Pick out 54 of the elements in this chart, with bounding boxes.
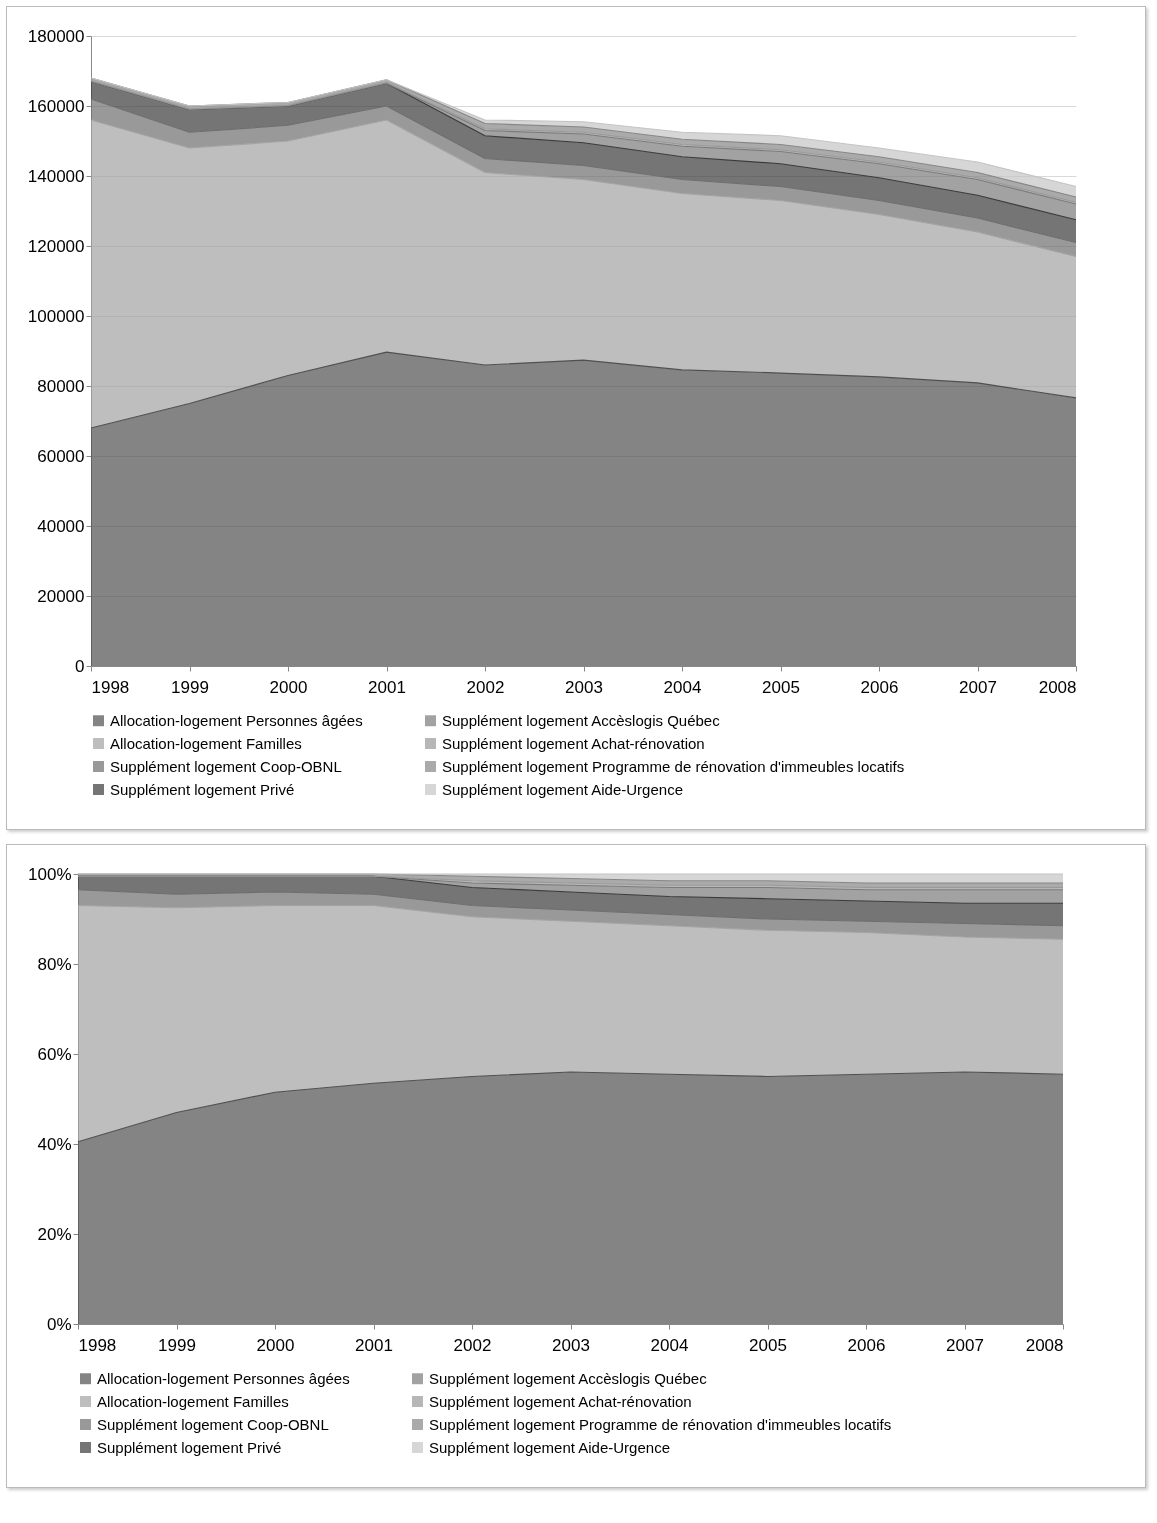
y-tick-label: 20000 bbox=[37, 586, 85, 606]
y-tick-label: 80% bbox=[37, 954, 72, 974]
legend-label: Allocation-logement Personnes âgées bbox=[110, 711, 363, 729]
legend-label: Supplément logement Coop-OBNL bbox=[110, 757, 342, 775]
legend-label: Allocation-logement Personnes âgées bbox=[97, 1369, 350, 1387]
y-tick-label: 80000 bbox=[37, 376, 85, 396]
x-tick-label: 1998 bbox=[78, 1335, 117, 1355]
x-tick-label: 2001 bbox=[368, 677, 406, 697]
legend-label: Supplément logement Aide-Urgence bbox=[442, 780, 683, 798]
x-tick-label: 1999 bbox=[158, 1335, 196, 1355]
x-tick-label: 2004 bbox=[663, 677, 702, 697]
y-tick-label: 100000 bbox=[27, 306, 85, 326]
x-tick-label: 1998 bbox=[91, 677, 130, 697]
y-tick-label: 180000 bbox=[27, 26, 85, 46]
x-tick-label: 2000 bbox=[256, 1335, 295, 1355]
legend-label: Supplément logement Achat-rénovation bbox=[429, 1392, 692, 1410]
y-tick-label: 140000 bbox=[27, 166, 85, 186]
x-tick-label: 2001 bbox=[355, 1335, 393, 1355]
legend-label: Supplément logement Privé bbox=[110, 780, 295, 798]
x-tick-label: 2006 bbox=[860, 677, 899, 697]
legend-label: Supplément logement Aide-Urgence bbox=[429, 1438, 670, 1456]
x-tick-label: 2008 bbox=[1038, 677, 1077, 697]
x-tick-label: 2002 bbox=[453, 1335, 492, 1355]
y-tick-label: 0% bbox=[46, 1314, 72, 1334]
legend-label: Supplément logement Accèslogis Québec bbox=[429, 1369, 708, 1387]
legend-label: Supplément logement Accèslogis Québec bbox=[442, 711, 721, 729]
legend-label: Supplément logement Programme de rénovation d'immeubles locatifs bbox=[442, 757, 905, 775]
y-tick-label: 40000 bbox=[37, 516, 85, 536]
x-tick-label: 2005 bbox=[762, 677, 800, 697]
legend-label: Allocation-logement Familles bbox=[97, 1392, 289, 1410]
y-tick-label: 160000 bbox=[27, 96, 85, 116]
x-tick-label: 2002 bbox=[466, 677, 505, 697]
y-tick-label: 40% bbox=[37, 1134, 72, 1154]
x-tick-label: 2007 bbox=[959, 677, 997, 697]
legend-label: Supplément logement Coop-OBNL bbox=[97, 1415, 329, 1433]
x-tick-label: 2000 bbox=[269, 677, 308, 697]
y-tick-label: 20% bbox=[37, 1224, 72, 1244]
legend-label: Supplément logement Achat-rénovation bbox=[442, 734, 705, 752]
x-tick-label: 2006 bbox=[847, 1335, 886, 1355]
x-tick-label: 2005 bbox=[749, 1335, 787, 1355]
x-tick-label: 2003 bbox=[565, 677, 603, 697]
y-tick-label: 120000 bbox=[27, 236, 85, 256]
x-tick-label: 2004 bbox=[650, 1335, 689, 1355]
legend-label: Supplément logement Programme de rénovation d'immeubles locatifs bbox=[429, 1415, 892, 1433]
legend-label: Supplément logement Privé bbox=[97, 1438, 282, 1456]
x-tick-label: 2008 bbox=[1025, 1335, 1064, 1355]
legend-label: Allocation-logement Familles bbox=[110, 734, 302, 752]
y-tick-label: 60000 bbox=[37, 446, 85, 466]
y-tick-label: 0 bbox=[75, 656, 85, 676]
y-tick-label: 60% bbox=[37, 1044, 72, 1064]
x-tick-label: 2003 bbox=[552, 1335, 590, 1355]
x-tick-label: 2007 bbox=[946, 1335, 984, 1355]
y-tick-label: 100% bbox=[28, 864, 72, 884]
x-tick-label: 1999 bbox=[171, 677, 209, 697]
